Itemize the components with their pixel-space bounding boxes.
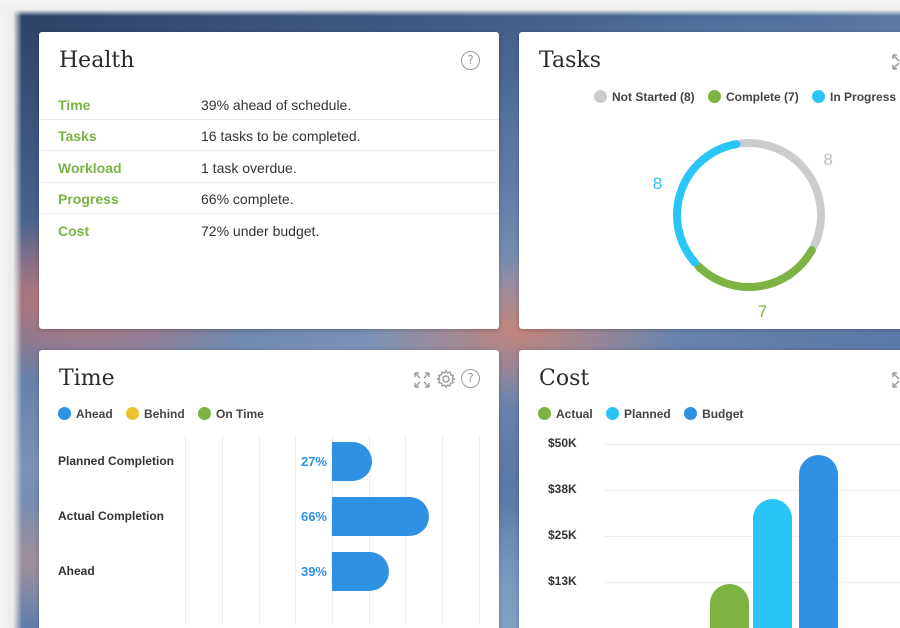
time-bar[interactable]: [332, 552, 390, 591]
y-tick-label: $50K: [548, 436, 577, 450]
help-icon[interactable]: ?: [461, 51, 480, 70]
time-row-label: Planned Completion: [58, 454, 175, 468]
tasks-card: Tasks Not Started (8) Complete (7) In Pr…: [519, 32, 900, 329]
y-tick-label: $25K: [548, 528, 577, 542]
legend-label: Budget: [702, 407, 744, 421]
legend-dot: [58, 407, 71, 420]
legend-dot: [606, 407, 620, 420]
grid-line: [295, 435, 296, 625]
time-bar-label: 66%: [300, 509, 327, 524]
cost-card: Cost Actual Planned Budget $50K $38K $25K $…: [519, 350, 900, 628]
grid-line: [604, 536, 900, 537]
grid-line: [442, 435, 443, 625]
legend-label: Not Started (8): [612, 90, 695, 104]
legend-dot: [812, 90, 826, 103]
health-label: Tasks: [58, 128, 97, 144]
health-value: 16 tasks to be completed.: [201, 128, 361, 144]
legend-dot: [684, 407, 698, 420]
legend-item-actual[interactable]: Actual: [538, 407, 593, 421]
health-row-time: Time 39% ahead of schedule.: [39, 89, 499, 120]
health-card: Health ? Time 39% ahead of schedule. Tas…: [39, 32, 499, 329]
window-top-edge: [0, 0, 900, 16]
legend-item-in-progress[interactable]: In Progress (8: [812, 90, 900, 104]
health-value: 72% under budget.: [201, 223, 320, 239]
legend-dot: [198, 407, 212, 420]
time-row-label: Actual Completion: [58, 509, 165, 523]
health-label: Workload: [58, 160, 122, 176]
legend-dot: [126, 407, 140, 420]
cost-legend: Actual Planned Budget: [538, 407, 753, 421]
time-bar-label: 27%: [300, 454, 327, 469]
grid-line: [604, 582, 900, 583]
tasks-title: Tasks: [539, 48, 601, 73]
help-icon[interactable]: ?: [461, 369, 480, 388]
grid-line: [259, 435, 260, 625]
health-value: 39% ahead of schedule.: [201, 97, 352, 113]
cost-bar-planned[interactable]: [753, 499, 792, 628]
expand-icon[interactable]: [891, 371, 900, 389]
legend-item-complete[interactable]: Complete (7): [708, 90, 799, 104]
legend-item-budget[interactable]: Budget: [684, 407, 743, 421]
health-title: Health: [59, 48, 135, 73]
health-row-workload: Workload 1 task overdue.: [39, 152, 499, 183]
cost-title: Cost: [539, 366, 590, 391]
legend-item-not-started[interactable]: Not Started (8): [594, 90, 695, 104]
time-card: Time ? Ahead Behind On Time Planned Comp…: [39, 350, 499, 628]
donut-label-not-started: 8: [823, 150, 832, 169]
donut-slice-not-started[interactable]: [737, 139, 825, 250]
legend-dot: [594, 90, 607, 103]
cost-bar-budget[interactable]: [799, 455, 838, 628]
health-value: 1 task overdue.: [201, 160, 297, 176]
health-row-tasks: Tasks 16 tasks to be completed.: [39, 120, 499, 151]
legend-label: On Time: [216, 407, 264, 421]
legend-label: Ahead: [76, 407, 113, 421]
grid-line: [222, 435, 223, 625]
window-left-edge: [0, 0, 22, 628]
time-bar[interactable]: [332, 442, 372, 481]
time-legend: Ahead Behind On Time: [58, 407, 274, 421]
expand-icon[interactable]: [413, 371, 431, 389]
donut-slice-in-progress[interactable]: [673, 140, 741, 267]
health-value: 66% complete.: [201, 191, 294, 207]
legend-dot: [538, 407, 551, 420]
time-row-label: Ahead: [58, 564, 95, 578]
legend-dot: [708, 90, 722, 103]
legend-label: Complete (7): [726, 90, 799, 104]
health-row-cost: Cost 72% under budget.: [39, 215, 499, 246]
legend-label: Planned: [624, 407, 671, 421]
tasks-legend: Not Started (8) Complete (7) In Progress…: [594, 90, 900, 104]
grid-line: [479, 435, 480, 625]
grid-line: [604, 444, 900, 445]
time-title: Time: [59, 366, 115, 391]
legend-label: In Progress (8: [830, 90, 900, 104]
gear-icon[interactable]: [436, 369, 456, 389]
legend-item-ahead[interactable]: Ahead: [58, 407, 113, 421]
donut-label-in-progress: 8: [653, 174, 662, 193]
legend-item-behind[interactable]: Behind: [126, 407, 185, 421]
grid-line: [604, 490, 900, 491]
y-tick-label: $38K: [548, 482, 577, 496]
legend-item-planned[interactable]: Planned: [606, 407, 671, 421]
time-bar[interactable]: [332, 497, 430, 536]
legend-label: Behind: [144, 407, 185, 421]
health-label: Progress: [58, 191, 119, 207]
y-tick-label: $13K: [548, 574, 577, 588]
expand-icon[interactable]: [891, 53, 900, 71]
tasks-donut-chart: 8 7 8: [653, 139, 833, 321]
legend-item-on-time[interactable]: On Time: [198, 407, 264, 421]
donut-slice-complete[interactable]: [694, 246, 816, 291]
cost-bar-actual[interactable]: [710, 583, 749, 628]
time-bar-label: 39%: [300, 564, 327, 579]
health-label: Time: [58, 97, 91, 113]
donut-label-complete: 7: [758, 302, 767, 321]
health-label: Cost: [58, 223, 90, 239]
grid-line: [185, 435, 186, 625]
legend-label: Actual: [556, 407, 593, 421]
health-row-progress: Progress 66% complete.: [39, 183, 499, 214]
